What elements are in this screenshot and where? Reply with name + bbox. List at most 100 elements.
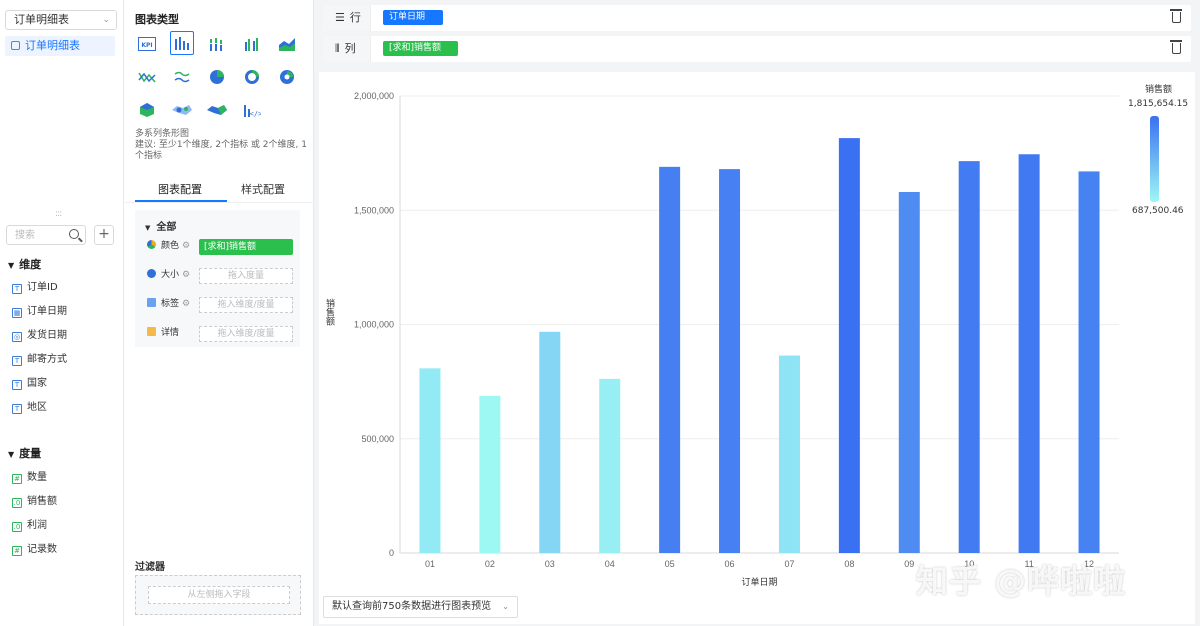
size-icon — [147, 269, 156, 278]
line-chart-icon[interactable] — [135, 65, 159, 89]
search-icon[interactable] — [69, 229, 79, 239]
area-chart-icon[interactable] — [275, 32, 299, 56]
legend-max-value: 1,815,654.15 — [1128, 99, 1189, 109]
label-drop-slot[interactable]: 拖入维度/度量 — [199, 297, 293, 313]
field-item[interactable]: T 邮寄方式 — [12, 353, 67, 367]
list-icon: ☰ — [335, 11, 345, 24]
decimal-type-icon: .0 — [12, 498, 22, 508]
bar — [838, 138, 860, 554]
detail-drop-slot[interactable]: 拖入维度/度量 — [199, 326, 293, 342]
detail-encoding[interactable]: 详情 — [147, 325, 179, 341]
decimal-type-icon: .0 — [12, 522, 22, 532]
table-item-label: 订单明细表 — [25, 39, 80, 52]
bar — [1018, 154, 1040, 553]
gear-icon[interactable]: ⚙ — [182, 299, 191, 309]
stacked-bar-icon[interactable] — [205, 32, 229, 56]
rose-chart-icon[interactable] — [275, 65, 299, 89]
field-item[interactable]: T 地区 — [12, 401, 47, 415]
label-encoding[interactable]: 标签 ⚙ — [147, 296, 190, 312]
bar — [719, 169, 741, 553]
bar — [778, 355, 800, 553]
color-field-pill[interactable]: [求和]销售额 — [199, 239, 293, 255]
bubble-map-icon[interactable] — [170, 98, 194, 122]
filter-title: 过滤器 — [135, 562, 165, 573]
detail-icon — [147, 327, 156, 336]
x-tick-label: 03 — [545, 559, 555, 569]
size-label: 大小 — [161, 270, 180, 280]
text-type-icon: T — [12, 284, 22, 294]
dimensions-title: 维度 — [19, 258, 42, 271]
filter-drop-area[interactable]: 从左侧拖入字段 — [135, 575, 301, 615]
x-tick-label: 06 — [725, 559, 735, 569]
chart-type-title: 图表类型 — [135, 13, 179, 26]
tab-style-config[interactable]: 样式配置 — [241, 183, 285, 196]
field-item[interactable]: # 数量 — [12, 471, 47, 485]
pie-chart-icon[interactable] — [205, 65, 229, 89]
field-search — [6, 225, 86, 245]
gear-icon[interactable]: ⚙ — [182, 241, 191, 251]
legend-gradient[interactable] — [1150, 116, 1159, 202]
chart-type-description: 多系列条形图 建议: 至少1个维度, 2个指标 或 2个维度, 1个指标 — [135, 129, 307, 162]
caret-down-icon: ▼ — [145, 224, 151, 232]
watermark: 知乎 @哗啦啦 — [916, 562, 1127, 600]
search-input[interactable] — [7, 226, 67, 244]
code-chart-icon[interactable]: </> — [240, 98, 264, 122]
bar — [1078, 171, 1100, 553]
grouped-bar-icon[interactable] — [240, 32, 264, 56]
text-type-icon: T — [12, 380, 22, 390]
y-tick-label: 2,000,000 — [354, 91, 394, 101]
gear-icon[interactable]: ⚙ — [182, 270, 191, 280]
field-item[interactable]: ▦ 订单日期 — [12, 305, 67, 319]
col-label: 列 — [344, 42, 356, 55]
field-item[interactable]: T 订单ID — [12, 281, 58, 295]
x-tick-label: 09 — [904, 559, 914, 569]
x-tick-label: 08 — [844, 559, 854, 569]
bar — [419, 368, 441, 553]
text-type-icon: T — [12, 404, 22, 414]
bar-chart-icon[interactable] — [170, 31, 194, 55]
field-item[interactable]: T 国家 — [12, 377, 47, 391]
row-shelf[interactable]: ☰ 行 订单日期 — [323, 5, 1191, 31]
trash-icon[interactable] — [1170, 40, 1182, 54]
dimensions-header[interactable]: ▼ 维度 — [8, 256, 41, 272]
preview-limit-select[interactable]: 默认查询前750条数据进行图表预览 ⌄ — [323, 596, 518, 618]
donut-chart-icon[interactable] — [240, 65, 264, 89]
x-tick-label: 01 — [425, 559, 435, 569]
field-item[interactable]: .0 利润 — [12, 519, 47, 533]
map-chart-icon[interactable] — [135, 98, 159, 122]
tab-chart-config[interactable]: 图表配置 — [158, 183, 202, 196]
add-field-button[interactable]: + — [94, 225, 114, 245]
field-item[interactable]: .0 销售额 — [12, 495, 57, 509]
datasource-select[interactable]: 订单明细表 ⌄ — [5, 10, 117, 30]
date-type-icon: ▦ — [12, 308, 22, 318]
color-encoding[interactable]: 颜色 ⚙ — [147, 238, 190, 254]
all-marks-label: 全部 — [156, 222, 177, 233]
resize-handle-icon[interactable]: ::: — [55, 209, 62, 219]
preview-limit-label: 默认查询前750条数据进行图表预览 — [332, 601, 492, 612]
all-marks-header[interactable]: ▼ 全部 — [145, 218, 176, 233]
region-map-icon[interactable] — [205, 98, 229, 122]
kpi-chart-icon[interactable]: KPI — [135, 32, 159, 56]
trash-icon[interactable] — [1170, 9, 1182, 23]
wave-chart-icon[interactable] — [170, 65, 194, 89]
size-encoding[interactable]: 大小 ⚙ — [147, 267, 190, 283]
field-item[interactable]: ◎ 发货日期 — [12, 329, 67, 343]
tag-label: 标签 — [161, 299, 180, 309]
date-type-icon: ◎ — [12, 332, 22, 342]
filter-drop-slot[interactable]: 从左侧拖入字段 — [148, 586, 290, 604]
svg-text:KPI: KPI — [141, 42, 152, 49]
tab-divider — [125, 202, 314, 203]
palette-icon — [147, 240, 156, 249]
column-field-pill[interactable]: [求和]销售额 — [383, 41, 458, 56]
measures-title: 度量 — [19, 447, 42, 460]
field-item[interactable]: # 记录数 — [12, 543, 57, 557]
field-label: 邮寄方式 — [27, 354, 67, 365]
caret-down-icon: ▼ — [8, 450, 15, 459]
table-item[interactable]: 订单明细表 — [5, 36, 115, 56]
size-drop-slot[interactable]: 拖入度量 — [199, 268, 293, 284]
x-tick-label: 05 — [665, 559, 675, 569]
measures-header[interactable]: ▼ 度量 — [8, 445, 41, 461]
column-shelf[interactable]: ⫴ 列 [求和]销售额 — [323, 36, 1191, 62]
row-field-pill[interactable]: 订单日期 — [383, 10, 443, 25]
field-label: 记录数 — [27, 544, 57, 555]
